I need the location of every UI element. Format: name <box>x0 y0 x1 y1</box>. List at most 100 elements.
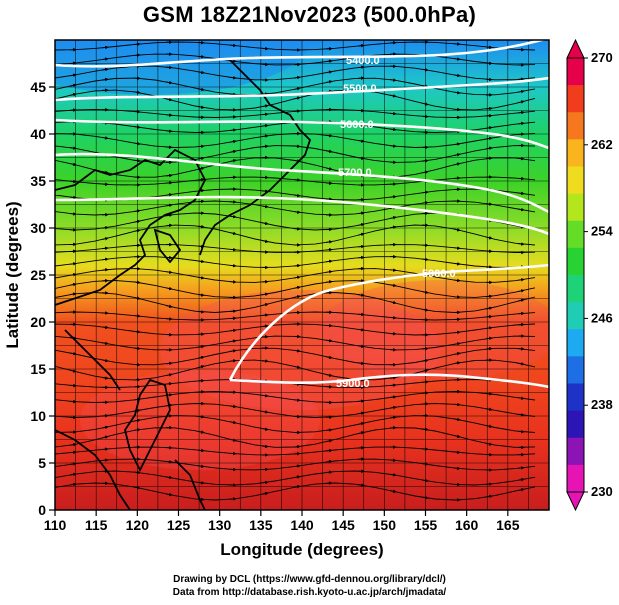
wind-arrow <box>69 162 77 167</box>
wind-arrow <box>69 292 77 296</box>
colorbar-swatch <box>567 193 584 222</box>
wind-arrow <box>389 94 397 98</box>
wind-arrow <box>325 259 333 264</box>
y-tick-label: 20 <box>30 314 46 330</box>
wind-arrow <box>517 412 525 417</box>
wind-arrow <box>325 470 333 474</box>
wind-arrow <box>293 263 301 268</box>
wind-arrow <box>69 351 77 356</box>
wind-arrow <box>453 176 461 180</box>
wind-arrow <box>453 107 461 112</box>
wind-arrow <box>357 211 365 215</box>
wind-arrow <box>389 376 397 380</box>
wind-arrow <box>517 156 525 161</box>
wind-arrow <box>325 428 333 432</box>
wind-arrow <box>389 315 397 320</box>
wind-arrow <box>261 303 269 307</box>
wind-arrow <box>133 219 141 224</box>
wind-arrow <box>165 173 173 178</box>
y-tick-label: 25 <box>30 267 46 283</box>
wind-arrow <box>485 202 493 206</box>
wind-arrow <box>229 200 237 204</box>
wind-arrow <box>197 156 205 161</box>
wind-arrow <box>453 57 461 61</box>
wind-arrow <box>517 311 525 316</box>
colorbar-tick-label: 254 <box>591 224 613 239</box>
wind-arrow <box>517 396 525 400</box>
colorbar-bottom-arrow <box>566 491 585 512</box>
colorbar-tick-label: 270 <box>591 50 613 65</box>
wind-arrow <box>421 427 429 432</box>
wind-arrow <box>133 470 141 475</box>
wind-arrow <box>261 239 269 244</box>
wind-arrow <box>133 330 141 334</box>
wind-arrow <box>197 378 205 383</box>
wind-arrow <box>229 92 237 97</box>
y-axis-title: Latitude (degrees) <box>3 201 22 348</box>
streamline <box>55 458 536 471</box>
wind-arrow <box>229 247 237 252</box>
wind-arrow <box>453 246 461 250</box>
colorbar-swatch <box>567 166 584 195</box>
wind-arrow <box>325 338 333 343</box>
wind-arrow <box>197 310 205 314</box>
wind-arrow <box>485 294 493 299</box>
wind-arrow <box>261 480 269 485</box>
wind-arrow <box>453 90 461 95</box>
y-tick-label: 15 <box>30 361 46 377</box>
wind-arrow <box>421 190 429 195</box>
wind-arrow <box>165 373 173 377</box>
wind-arrow <box>485 156 493 161</box>
wind-arrow <box>261 334 269 339</box>
contour-label: 5900.0 <box>336 378 370 390</box>
wind-arrow <box>261 359 269 363</box>
wind-arrow <box>101 45 109 50</box>
wind-arrow <box>101 136 109 140</box>
wind-arrow <box>453 450 461 455</box>
streamline <box>55 335 536 351</box>
wind-arrow <box>197 259 205 264</box>
wind-arrow <box>133 141 141 146</box>
wind-arrow <box>357 232 365 237</box>
wind-arrow <box>421 462 429 466</box>
wind-arrow <box>517 132 525 136</box>
wind-arrow <box>357 244 365 249</box>
wind-arrow <box>485 126 493 130</box>
wind-arrow <box>325 197 333 201</box>
wind-arrow <box>293 193 301 198</box>
colorbar-top-arrow <box>566 38 585 59</box>
colorbar-swatch <box>567 58 584 86</box>
wind-arrow <box>453 278 461 283</box>
wind-arrow <box>197 177 205 182</box>
credit-drawing: Drawing by DCL (https://www.gfd-dennou.o… <box>173 574 446 585</box>
wind-arrow <box>261 123 269 128</box>
colorbar-swatch <box>567 112 584 140</box>
colorbar-tick-label: 246 <box>591 310 613 325</box>
wind-arrow <box>293 210 301 214</box>
wind-arrow <box>517 278 525 282</box>
wind-arrow <box>517 477 525 482</box>
wind-arrow <box>165 203 173 208</box>
wind-arrow <box>421 102 429 106</box>
streamline <box>55 268 536 283</box>
streamline <box>55 224 536 246</box>
wind-arrow <box>325 355 333 360</box>
wind-arrow <box>293 86 301 91</box>
wind-arrow <box>69 462 77 466</box>
wind-arrow <box>165 223 173 228</box>
wind-arrow <box>293 227 301 231</box>
wind-arrow <box>517 289 525 293</box>
wind-arrow <box>69 482 77 487</box>
wind-arrow <box>517 298 525 303</box>
wind-arrow <box>421 358 429 363</box>
wind-arrow <box>261 134 269 138</box>
wind-arrow <box>389 144 397 148</box>
map-title: GSM 18Z21Nov2023 (500.0hPa) <box>142 2 477 27</box>
wind-arrow <box>485 424 493 428</box>
wind-arrow <box>517 361 525 366</box>
x-tick-label: 130 <box>208 517 232 533</box>
wind-arrow <box>485 236 493 240</box>
wind-arrow <box>101 425 109 430</box>
wind-arrow <box>229 404 237 409</box>
